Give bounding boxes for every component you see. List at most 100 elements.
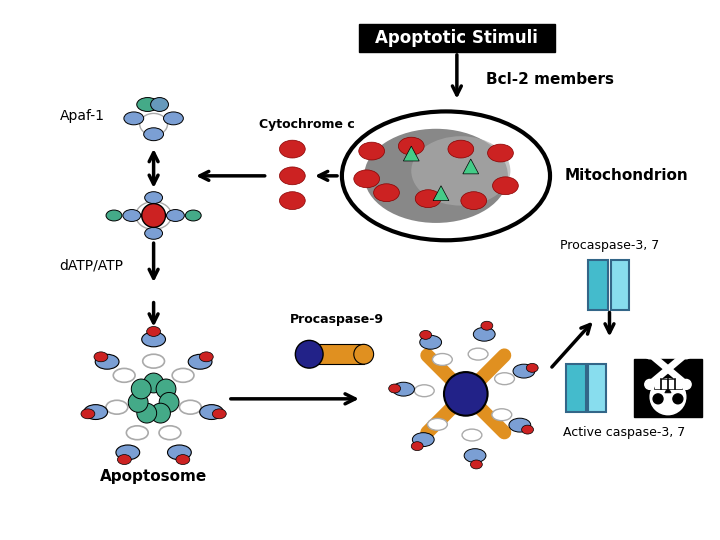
Bar (634, 359, 702, 417)
Circle shape (681, 349, 691, 359)
Text: Active caspase-3, 7: Active caspase-3, 7 (563, 426, 685, 438)
Ellipse shape (359, 142, 384, 160)
Ellipse shape (487, 144, 513, 162)
Text: Cytochrome c: Cytochrome c (259, 118, 355, 131)
Ellipse shape (481, 321, 492, 330)
Ellipse shape (106, 210, 122, 221)
Ellipse shape (433, 354, 452, 366)
Ellipse shape (464, 449, 486, 463)
Ellipse shape (94, 352, 108, 362)
Ellipse shape (389, 384, 400, 393)
Ellipse shape (470, 460, 482, 469)
Polygon shape (665, 387, 671, 393)
Ellipse shape (123, 210, 140, 221)
Circle shape (159, 393, 179, 412)
Ellipse shape (199, 404, 223, 420)
Circle shape (673, 394, 683, 404)
Polygon shape (403, 146, 419, 161)
Ellipse shape (199, 352, 213, 362)
Ellipse shape (342, 111, 550, 240)
Ellipse shape (176, 455, 190, 464)
Ellipse shape (147, 327, 161, 336)
Ellipse shape (84, 404, 107, 420)
Circle shape (444, 372, 487, 416)
Bar (566, 364, 585, 411)
Ellipse shape (364, 129, 508, 223)
Ellipse shape (159, 426, 181, 440)
Ellipse shape (413, 433, 434, 447)
Ellipse shape (411, 136, 510, 206)
Polygon shape (463, 159, 479, 174)
Bar (654, 379, 682, 389)
Bar (309, 345, 364, 364)
Text: Mitochondrion: Mitochondrion (565, 168, 688, 184)
Ellipse shape (420, 330, 431, 339)
Ellipse shape (168, 445, 192, 460)
Circle shape (131, 379, 151, 399)
Ellipse shape (468, 348, 488, 360)
Ellipse shape (137, 98, 158, 111)
Circle shape (650, 379, 686, 415)
Ellipse shape (462, 429, 482, 441)
Ellipse shape (354, 170, 379, 188)
Circle shape (150, 403, 171, 423)
Circle shape (137, 403, 157, 423)
Ellipse shape (354, 345, 374, 364)
Text: Apoptosome: Apoptosome (100, 469, 207, 484)
Ellipse shape (279, 140, 305, 158)
Ellipse shape (509, 418, 531, 432)
Circle shape (681, 380, 691, 389)
Ellipse shape (179, 400, 201, 414)
Text: Apaf-1: Apaf-1 (60, 110, 104, 123)
Text: Apoptotic Stimuli: Apoptotic Stimuli (375, 29, 539, 47)
Ellipse shape (420, 335, 441, 349)
Ellipse shape (461, 192, 487, 210)
Text: Bcl-2 members: Bcl-2 members (485, 72, 613, 87)
Ellipse shape (144, 128, 163, 140)
Text: Procaspase-9: Procaspase-9 (290, 314, 384, 327)
Polygon shape (433, 186, 449, 201)
Ellipse shape (374, 184, 400, 201)
Circle shape (128, 393, 148, 412)
Ellipse shape (127, 426, 148, 440)
Ellipse shape (106, 400, 127, 414)
Ellipse shape (526, 363, 538, 372)
Bar (359, 24, 555, 52)
Ellipse shape (521, 425, 534, 434)
Ellipse shape (398, 137, 424, 155)
Ellipse shape (163, 112, 184, 125)
Ellipse shape (140, 113, 168, 135)
Ellipse shape (172, 368, 194, 382)
Ellipse shape (279, 192, 305, 210)
Ellipse shape (415, 385, 434, 397)
Ellipse shape (116, 445, 140, 460)
Ellipse shape (495, 373, 515, 384)
Ellipse shape (81, 409, 95, 419)
Ellipse shape (136, 201, 171, 229)
Ellipse shape (185, 210, 201, 221)
Ellipse shape (124, 112, 144, 125)
Ellipse shape (448, 140, 474, 158)
Ellipse shape (145, 192, 163, 204)
Ellipse shape (411, 442, 423, 450)
Ellipse shape (473, 327, 495, 341)
Ellipse shape (142, 332, 166, 347)
Ellipse shape (279, 167, 305, 185)
Bar (588, 364, 606, 411)
Circle shape (142, 204, 166, 227)
Circle shape (653, 394, 663, 404)
Text: dATP/ATP: dATP/ATP (60, 258, 123, 272)
Ellipse shape (113, 368, 135, 382)
Ellipse shape (212, 409, 226, 419)
Ellipse shape (492, 409, 512, 421)
Ellipse shape (392, 382, 415, 396)
Ellipse shape (513, 364, 535, 378)
Circle shape (156, 379, 176, 399)
Ellipse shape (166, 210, 184, 221)
Bar (588, 260, 608, 309)
Ellipse shape (143, 354, 164, 368)
Ellipse shape (145, 227, 163, 239)
Ellipse shape (492, 177, 518, 195)
Ellipse shape (117, 455, 131, 464)
Circle shape (144, 373, 163, 393)
